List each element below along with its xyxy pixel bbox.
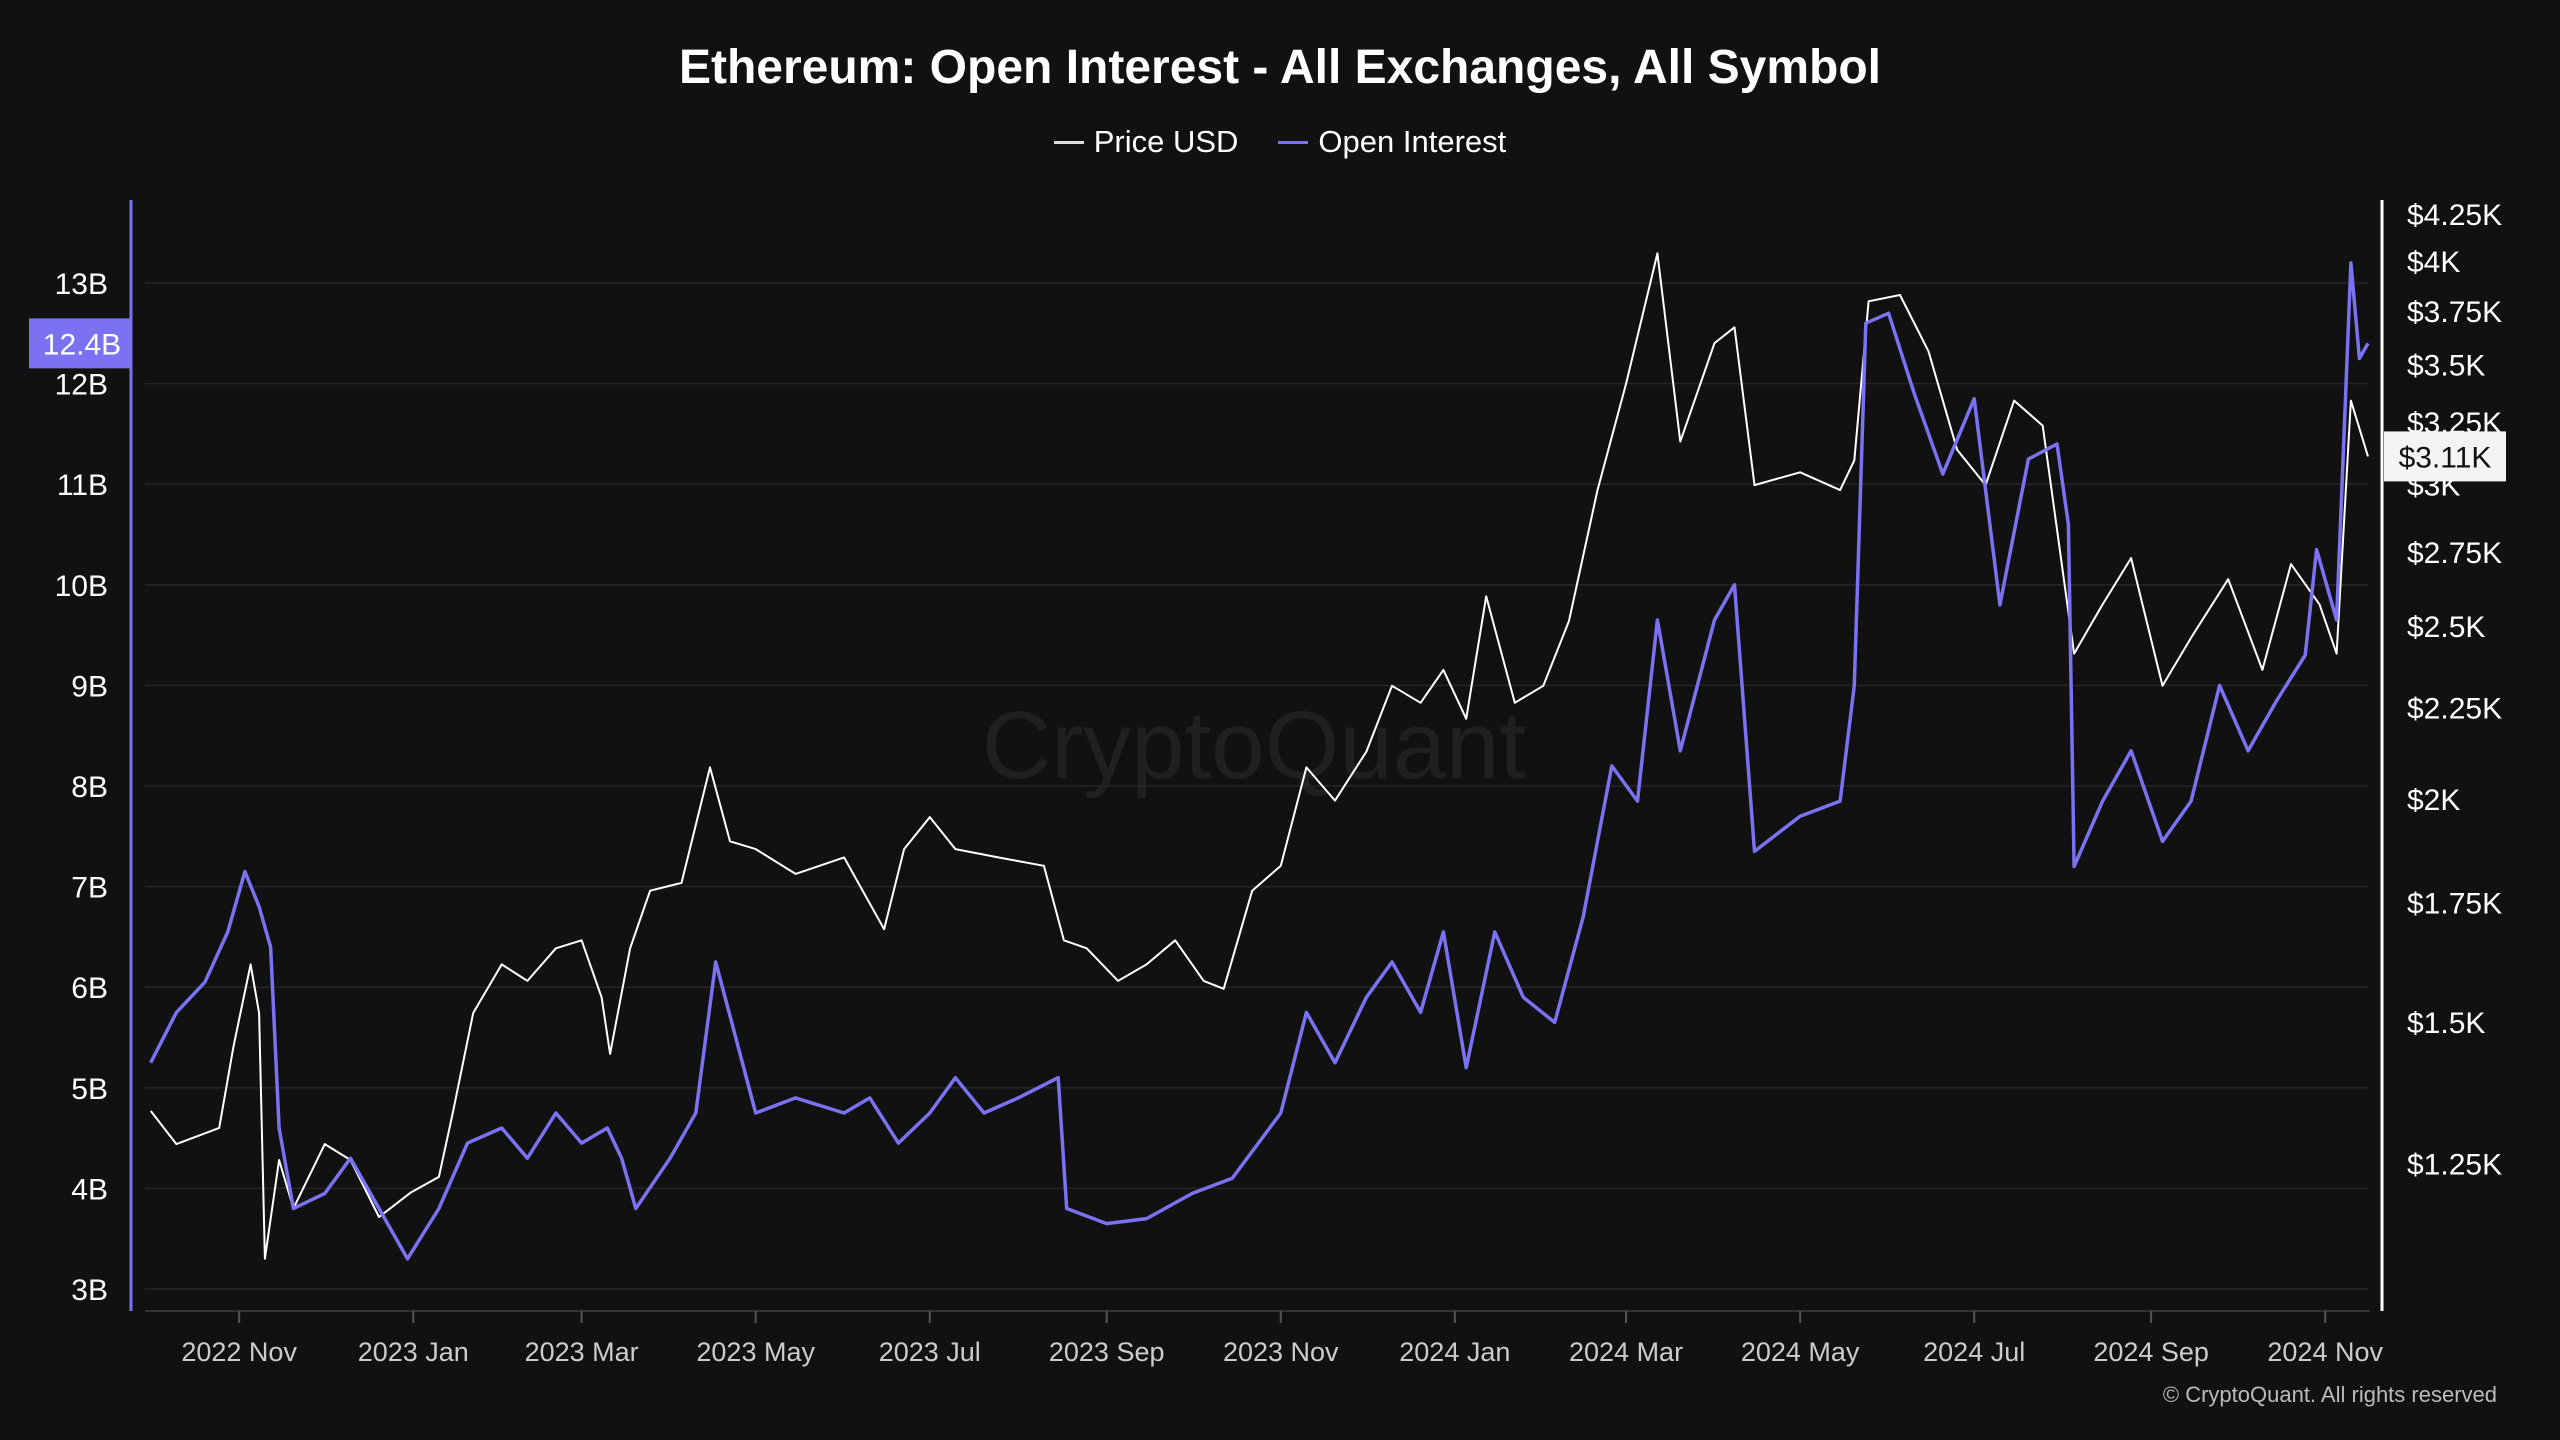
- x-tick-label: 2023 Sep: [1049, 1337, 1165, 1367]
- copyright: © CryptoQuant. All rights reserved: [2162, 1382, 2497, 1407]
- y-left-tick-label: 9B: [71, 670, 108, 703]
- y-right-tick-label: $2K: [2407, 784, 2460, 817]
- legend: Price USD Open Interest: [0, 124, 2560, 160]
- y-left-tick-label: 4B: [71, 1173, 108, 1206]
- current-price-badge: [2384, 431, 2506, 482]
- y-right-tick-label: $2.5K: [2407, 611, 2485, 644]
- x-tick-label: 2023 Nov: [1223, 1337, 1339, 1367]
- y-left-tick-label: 11B: [57, 469, 108, 502]
- legend-label-price: Price USD: [1093, 124, 1239, 159]
- legend-swatch-price: [1053, 140, 1084, 144]
- legend-swatch-open-interest: [1278, 140, 1309, 144]
- y-left-tick-label: 3B: [71, 1274, 108, 1307]
- current-price-label: $3.11K: [2399, 441, 2492, 474]
- y-right-tick-label: $2.75K: [2407, 537, 2502, 570]
- y-right-tick-label: $2.25K: [2407, 693, 2502, 726]
- y-left-tick-label: 5B: [71, 1073, 108, 1106]
- legend-item-open-interest[interactable]: Open Interest: [1278, 124, 1506, 160]
- y-right-tick-label: $1.25K: [2407, 1149, 2502, 1182]
- x-tick-label: 2023 Mar: [525, 1337, 639, 1367]
- x-tick-label: 2023 May: [696, 1337, 815, 1367]
- y-right-tick-label: $4.25K: [2407, 199, 2502, 232]
- y-right-tick-label: $3.75K: [2407, 296, 2502, 329]
- legend-item-price[interactable]: Price USD: [1053, 124, 1239, 160]
- series-line-open-interest: [149, 261, 2370, 1261]
- x-tick-label: 2024 May: [1741, 1337, 1860, 1367]
- x-tick-label: 2024 Jan: [1399, 1337, 1510, 1367]
- y-left-tick-label: 7B: [71, 872, 108, 905]
- y-right-tick-label: $3.5K: [2407, 350, 2485, 383]
- y-right-tick-label: $1.75K: [2407, 888, 2502, 921]
- y-right-tick-label: $1.5K: [2407, 1007, 2485, 1040]
- y-left-tick-label: 13B: [55, 268, 108, 301]
- x-tick-label: 2023 Jul: [879, 1337, 981, 1367]
- x-tick-label: 2024 Sep: [2093, 1337, 2209, 1367]
- y-right-tick-label: $4K: [2407, 246, 2460, 279]
- x-tick-label: 2024 Nov: [2267, 1337, 2383, 1367]
- x-tick-label: 2022 Nov: [181, 1337, 297, 1367]
- x-tick-label: 2024 Mar: [1569, 1337, 1683, 1367]
- current-oi-label: 12.4B: [43, 328, 121, 361]
- y-left-tick-label: 6B: [71, 972, 108, 1005]
- y-left-tick-label: 8B: [71, 771, 108, 804]
- chart-title: Ethereum: Open Interest - All Exchanges,…: [678, 41, 1882, 94]
- current-oi-badge: [29, 318, 131, 369]
- x-tick-label: 2023 Jan: [358, 1337, 469, 1367]
- x-tick-label: 2024 Jul: [1923, 1337, 2025, 1367]
- legend-label-open-interest: Open Interest: [1318, 124, 1507, 159]
- watermark: CryptoQuant: [982, 692, 1526, 799]
- y-left-tick-label: 12B: [55, 369, 108, 402]
- y-left-tick-label: 10B: [55, 570, 108, 603]
